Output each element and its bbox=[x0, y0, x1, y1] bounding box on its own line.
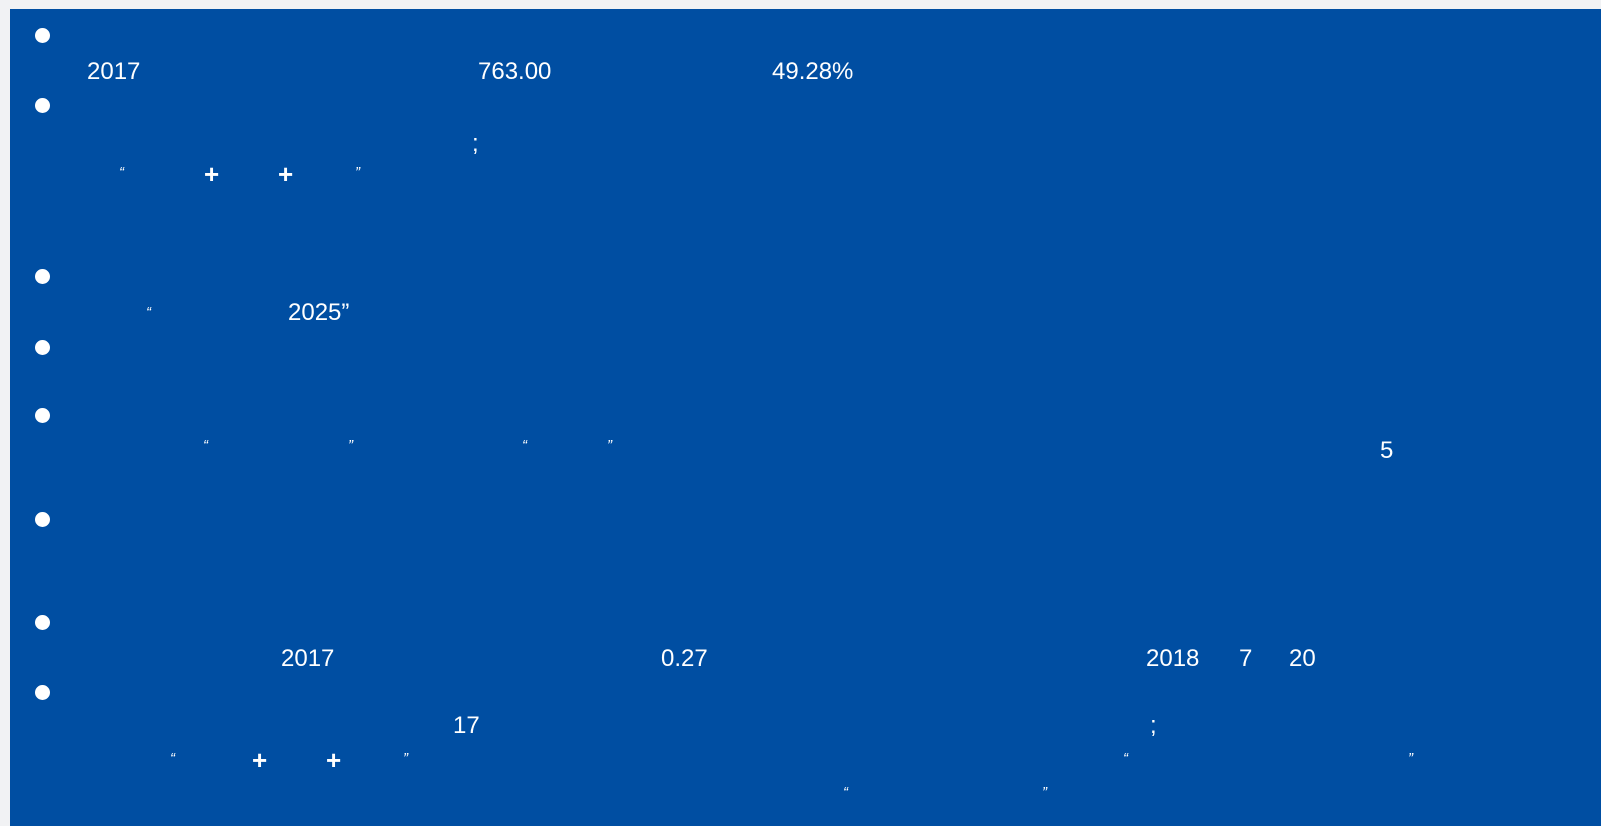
bullet-4 bbox=[35, 340, 50, 355]
bullet-6 bbox=[35, 512, 50, 527]
item6-quote2-close: ” bbox=[607, 437, 612, 454]
item8-date-day: 20 bbox=[1289, 645, 1316, 672]
bullet-7 bbox=[35, 615, 50, 630]
item9-plus-2: + bbox=[326, 745, 342, 775]
item2-plus-1: + bbox=[204, 159, 220, 189]
item1-year: 2017 bbox=[87, 58, 141, 85]
item8-date-month: 7 bbox=[1239, 645, 1253, 672]
item2-quote-close: ” bbox=[355, 164, 360, 181]
item6-quote2-open: “ bbox=[522, 437, 527, 454]
bullet-5 bbox=[35, 408, 50, 423]
item4-quote-open: “ bbox=[146, 304, 151, 321]
bullet-8 bbox=[35, 685, 50, 700]
item9-quote2-open: “ bbox=[1123, 750, 1128, 767]
item6-quote1-close: ” bbox=[348, 437, 353, 454]
item6-number: 5 bbox=[1380, 437, 1394, 464]
item2-plus-2: + bbox=[278, 159, 294, 189]
item2-semicolon: ; bbox=[472, 130, 479, 157]
item1-amount: 763.00 bbox=[478, 58, 552, 85]
item9-quote1-close: ” bbox=[403, 750, 408, 767]
item8-date-year: 2018 bbox=[1146, 645, 1200, 672]
bullet-3 bbox=[35, 269, 50, 284]
item8-year: 2017 bbox=[281, 645, 335, 672]
bullet-1 bbox=[35, 28, 50, 43]
item4-year: 2025” bbox=[288, 299, 350, 326]
item9-quote3-close: ” bbox=[1042, 784, 1047, 801]
item6-quote1-open: “ bbox=[203, 437, 208, 454]
item8-value: 0.27 bbox=[661, 645, 708, 672]
item9-number: 17 bbox=[453, 712, 480, 739]
item9-quote2-close: ” bbox=[1408, 750, 1413, 767]
item9-quote1-open: “ bbox=[170, 750, 175, 767]
item2-quote-open: “ bbox=[119, 164, 124, 181]
item9-semicolon: ; bbox=[1150, 712, 1157, 739]
bullet-2 bbox=[35, 98, 50, 113]
item1-percent: 49.28% bbox=[772, 58, 854, 85]
item9-quote3-open: “ bbox=[843, 784, 848, 801]
slide: 2017 763.00 49.28% ; “ + + ” “ 2025” “ ”… bbox=[10, 9, 1601, 826]
item9-plus-1: + bbox=[252, 745, 268, 775]
